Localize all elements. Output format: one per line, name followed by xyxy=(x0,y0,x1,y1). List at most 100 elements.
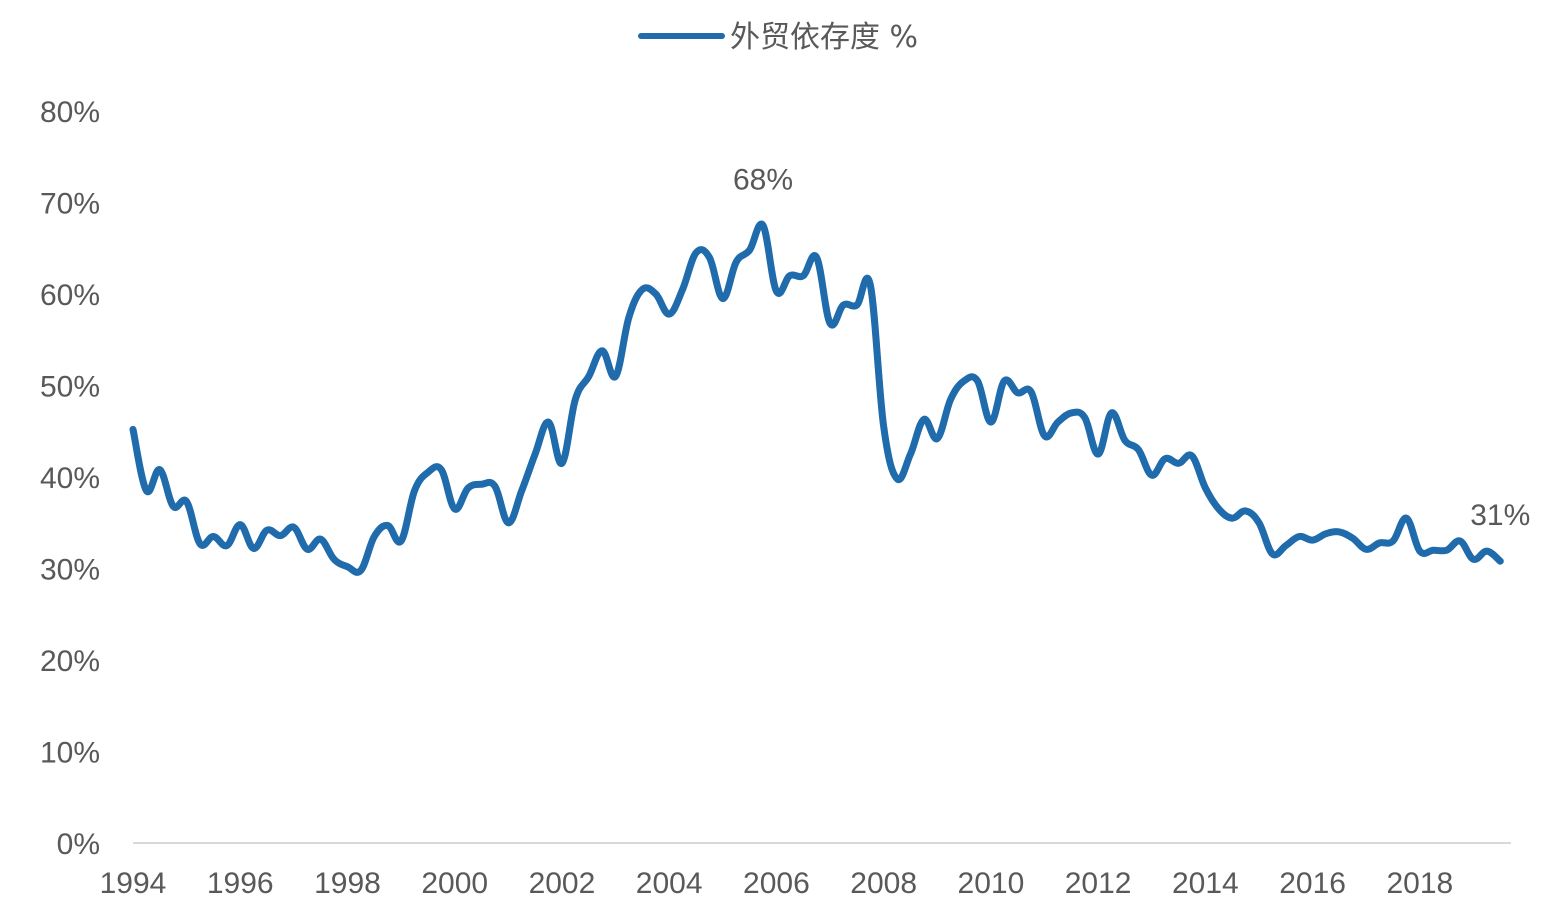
data-point xyxy=(1390,538,1397,545)
data-point xyxy=(558,460,565,467)
data-point xyxy=(1363,546,1370,553)
x-tick-label: 1998 xyxy=(314,867,381,900)
x-tick-label: 2014 xyxy=(1172,867,1239,900)
y-tick-label: 80% xyxy=(40,96,100,129)
data-point xyxy=(1403,515,1410,522)
x-tick-label: 1996 xyxy=(207,867,274,900)
data-point xyxy=(813,254,820,261)
data-point xyxy=(424,469,431,476)
y-tick-label: 0% xyxy=(57,828,100,861)
data-point xyxy=(1028,388,1035,395)
data-points xyxy=(130,222,1504,574)
data-point xyxy=(719,295,726,302)
data-point xyxy=(652,291,659,298)
data-point xyxy=(920,416,927,423)
data-point xyxy=(1296,533,1303,540)
data-point xyxy=(1068,409,1075,416)
x-tick-label: 2016 xyxy=(1279,867,1346,900)
data-point xyxy=(1175,460,1182,467)
data-point xyxy=(545,419,552,426)
x-tick-label: 2004 xyxy=(636,867,703,900)
data-point xyxy=(1041,432,1048,439)
data-point xyxy=(853,302,860,309)
data-point xyxy=(987,419,994,426)
data-point xyxy=(290,524,297,531)
data-point xyxy=(170,503,177,510)
data-point xyxy=(1349,535,1356,542)
data-point xyxy=(156,466,163,473)
data-point xyxy=(1336,528,1343,535)
data-point xyxy=(1416,548,1423,555)
data-point xyxy=(733,259,740,266)
data-point xyxy=(626,313,633,320)
data-point xyxy=(223,542,230,549)
data-point xyxy=(585,373,592,380)
data-point xyxy=(411,487,418,494)
data-point xyxy=(344,563,351,570)
y-tick-label: 60% xyxy=(40,279,100,312)
data-point xyxy=(1470,556,1477,563)
data-point xyxy=(1309,537,1316,544)
data-point xyxy=(786,272,793,279)
series-line-foreign-trade-dependence xyxy=(129,220,1504,576)
data-point xyxy=(907,451,914,458)
data-point xyxy=(1014,389,1021,396)
data-point xyxy=(1054,419,1061,426)
data-point xyxy=(840,302,847,309)
data-point xyxy=(1457,538,1464,545)
data-point xyxy=(451,506,458,513)
data-point xyxy=(1323,530,1330,537)
data-point xyxy=(639,286,646,293)
data-point xyxy=(1242,507,1249,514)
data-point xyxy=(465,485,472,492)
y-tick-label: 10% xyxy=(40,737,100,770)
y-tick-label: 30% xyxy=(40,554,100,587)
data-point xyxy=(773,288,780,295)
data-point xyxy=(1497,558,1504,565)
data-point xyxy=(1229,515,1236,522)
x-tick-label: 2008 xyxy=(850,867,917,900)
legend: 外贸依存度 % xyxy=(638,20,918,55)
data-point xyxy=(947,396,954,403)
data-point xyxy=(1202,485,1209,492)
data-point xyxy=(934,435,941,442)
data-point xyxy=(894,475,901,482)
data-point xyxy=(706,254,713,261)
data-point xyxy=(1483,548,1490,555)
data-point xyxy=(1376,539,1383,546)
x-tick-label: 2010 xyxy=(958,867,1025,900)
data-point xyxy=(746,247,753,254)
data-point xyxy=(398,538,405,545)
y-axis: 0% 10% 20% 30% 40% 50% 60% 70% 80% xyxy=(40,96,100,861)
x-tick-label: 2002 xyxy=(529,867,596,900)
data-point xyxy=(264,527,271,534)
data-point xyxy=(371,533,378,540)
y-tick-label: 40% xyxy=(40,462,100,495)
data-point xyxy=(505,519,512,526)
data-point xyxy=(760,222,767,229)
data-point xyxy=(1148,472,1155,479)
x-tick-label: 2006 xyxy=(743,867,810,900)
data-point xyxy=(518,487,525,494)
data-point xyxy=(491,483,498,490)
x-tick-label: 2018 xyxy=(1386,867,1453,900)
data-point xyxy=(237,521,244,528)
data-point xyxy=(1108,409,1115,416)
data-point xyxy=(130,426,137,433)
data-point xyxy=(331,556,338,563)
data-point xyxy=(478,481,485,488)
data-point xyxy=(304,546,311,553)
data-point xyxy=(612,373,619,380)
data-point xyxy=(317,536,324,543)
data-point xyxy=(357,567,364,574)
data-point xyxy=(532,451,539,458)
x-tick-label: 2012 xyxy=(1065,867,1132,900)
data-point xyxy=(1001,377,1008,384)
data-label-latest: 31% xyxy=(1470,499,1530,532)
data-label-peak: 68% xyxy=(733,163,793,196)
data-point xyxy=(210,533,217,540)
data-point xyxy=(666,311,673,318)
data-point xyxy=(1189,453,1196,460)
data-point xyxy=(1121,437,1128,444)
